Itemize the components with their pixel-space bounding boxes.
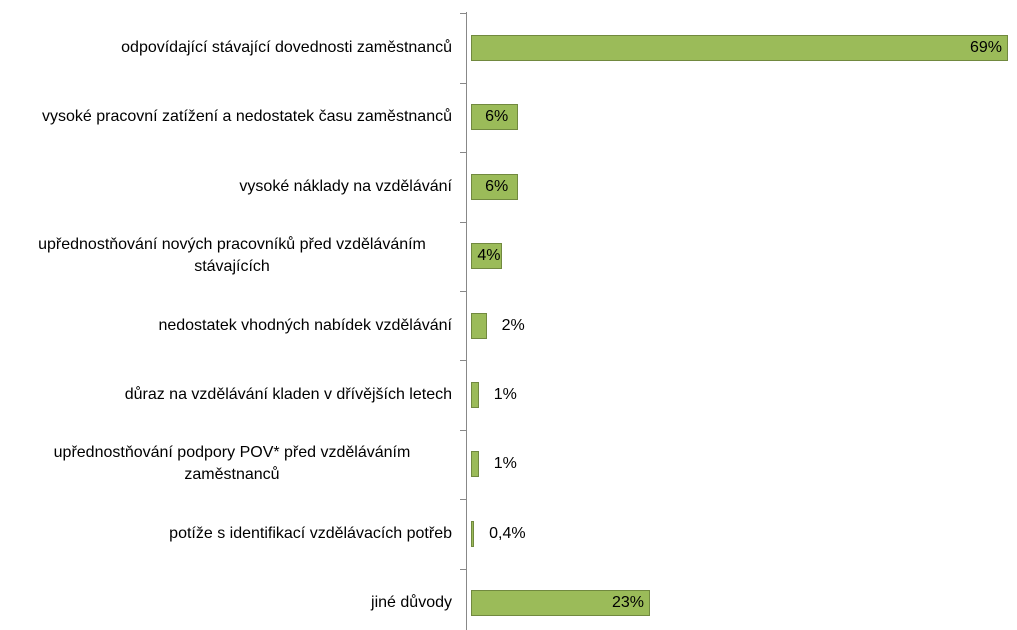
- bar: [471, 382, 479, 408]
- bar: [471, 104, 518, 131]
- value-label: 2%: [501, 316, 525, 334]
- category-text: potíže s identifikací vzdělávacích potře…: [169, 524, 452, 542]
- tick-mark: [460, 360, 466, 362]
- bar: [471, 520, 475, 547]
- tick-mark: [460, 429, 466, 431]
- tick-mark: [460, 221, 466, 223]
- category-label: upřednostňování podpory POV* před vzdělá…: [0, 442, 452, 486]
- value-label: 1%: [493, 455, 517, 473]
- category-text: upřednostňování nových pracovníků před v…: [38, 236, 426, 276]
- value-label: 69%: [969, 39, 1002, 56]
- category-text: vysoké náklady na vzdělávání: [239, 177, 452, 195]
- value-label: 6%: [485, 177, 509, 195]
- category-label: vysoké náklady na vzdělávání: [0, 176, 452, 198]
- tick-mark: [460, 290, 466, 292]
- category-label: upřednostňování nových pracovníků před v…: [0, 234, 452, 278]
- category-text: upřednostňování podpory POV* před vzdělá…: [53, 444, 411, 484]
- category-label: potíže s identifikací vzdělávacích potře…: [0, 523, 452, 545]
- tick-mark: [460, 82, 466, 84]
- category-text: nedostatek vhodných nabídek vzdělávání: [158, 316, 452, 334]
- category-label: nedostatek vhodných nabídek vzdělávání: [0, 315, 452, 337]
- value-label: 4%: [477, 247, 501, 265]
- bar: [471, 243, 503, 270]
- category-label: vysoké pracovní zatížení a nedostatek ča…: [0, 106, 452, 128]
- tick-mark: [460, 13, 466, 15]
- bar: [471, 173, 518, 200]
- tick-mark: [460, 499, 466, 501]
- value-label: 23%: [611, 594, 644, 612]
- axis-line: [466, 12, 467, 630]
- category-text: odpovídající stávající dovednosti zaměst…: [121, 39, 452, 56]
- category-label: důraz na vzdělávání kladen v dřívějších …: [0, 384, 452, 406]
- bar: [471, 35, 1008, 61]
- bar: [471, 590, 650, 617]
- value-label: 6%: [485, 108, 509, 126]
- value-label: 1%: [493, 386, 517, 403]
- bar: [471, 451, 479, 478]
- category-label: odpovídající stávající dovednosti zaměst…: [0, 37, 452, 59]
- value-label: 0,4%: [489, 524, 526, 542]
- category-text: jiné důvody: [371, 594, 452, 612]
- category-label: jiné důvody: [0, 592, 452, 614]
- category-text: důraz na vzdělávání kladen v dřívějších …: [124, 386, 452, 403]
- bar: [471, 312, 487, 339]
- tick-mark: [460, 568, 466, 570]
- tick-mark: [460, 152, 466, 154]
- category-text: vysoké pracovní zatížení a nedostatek ča…: [41, 108, 452, 126]
